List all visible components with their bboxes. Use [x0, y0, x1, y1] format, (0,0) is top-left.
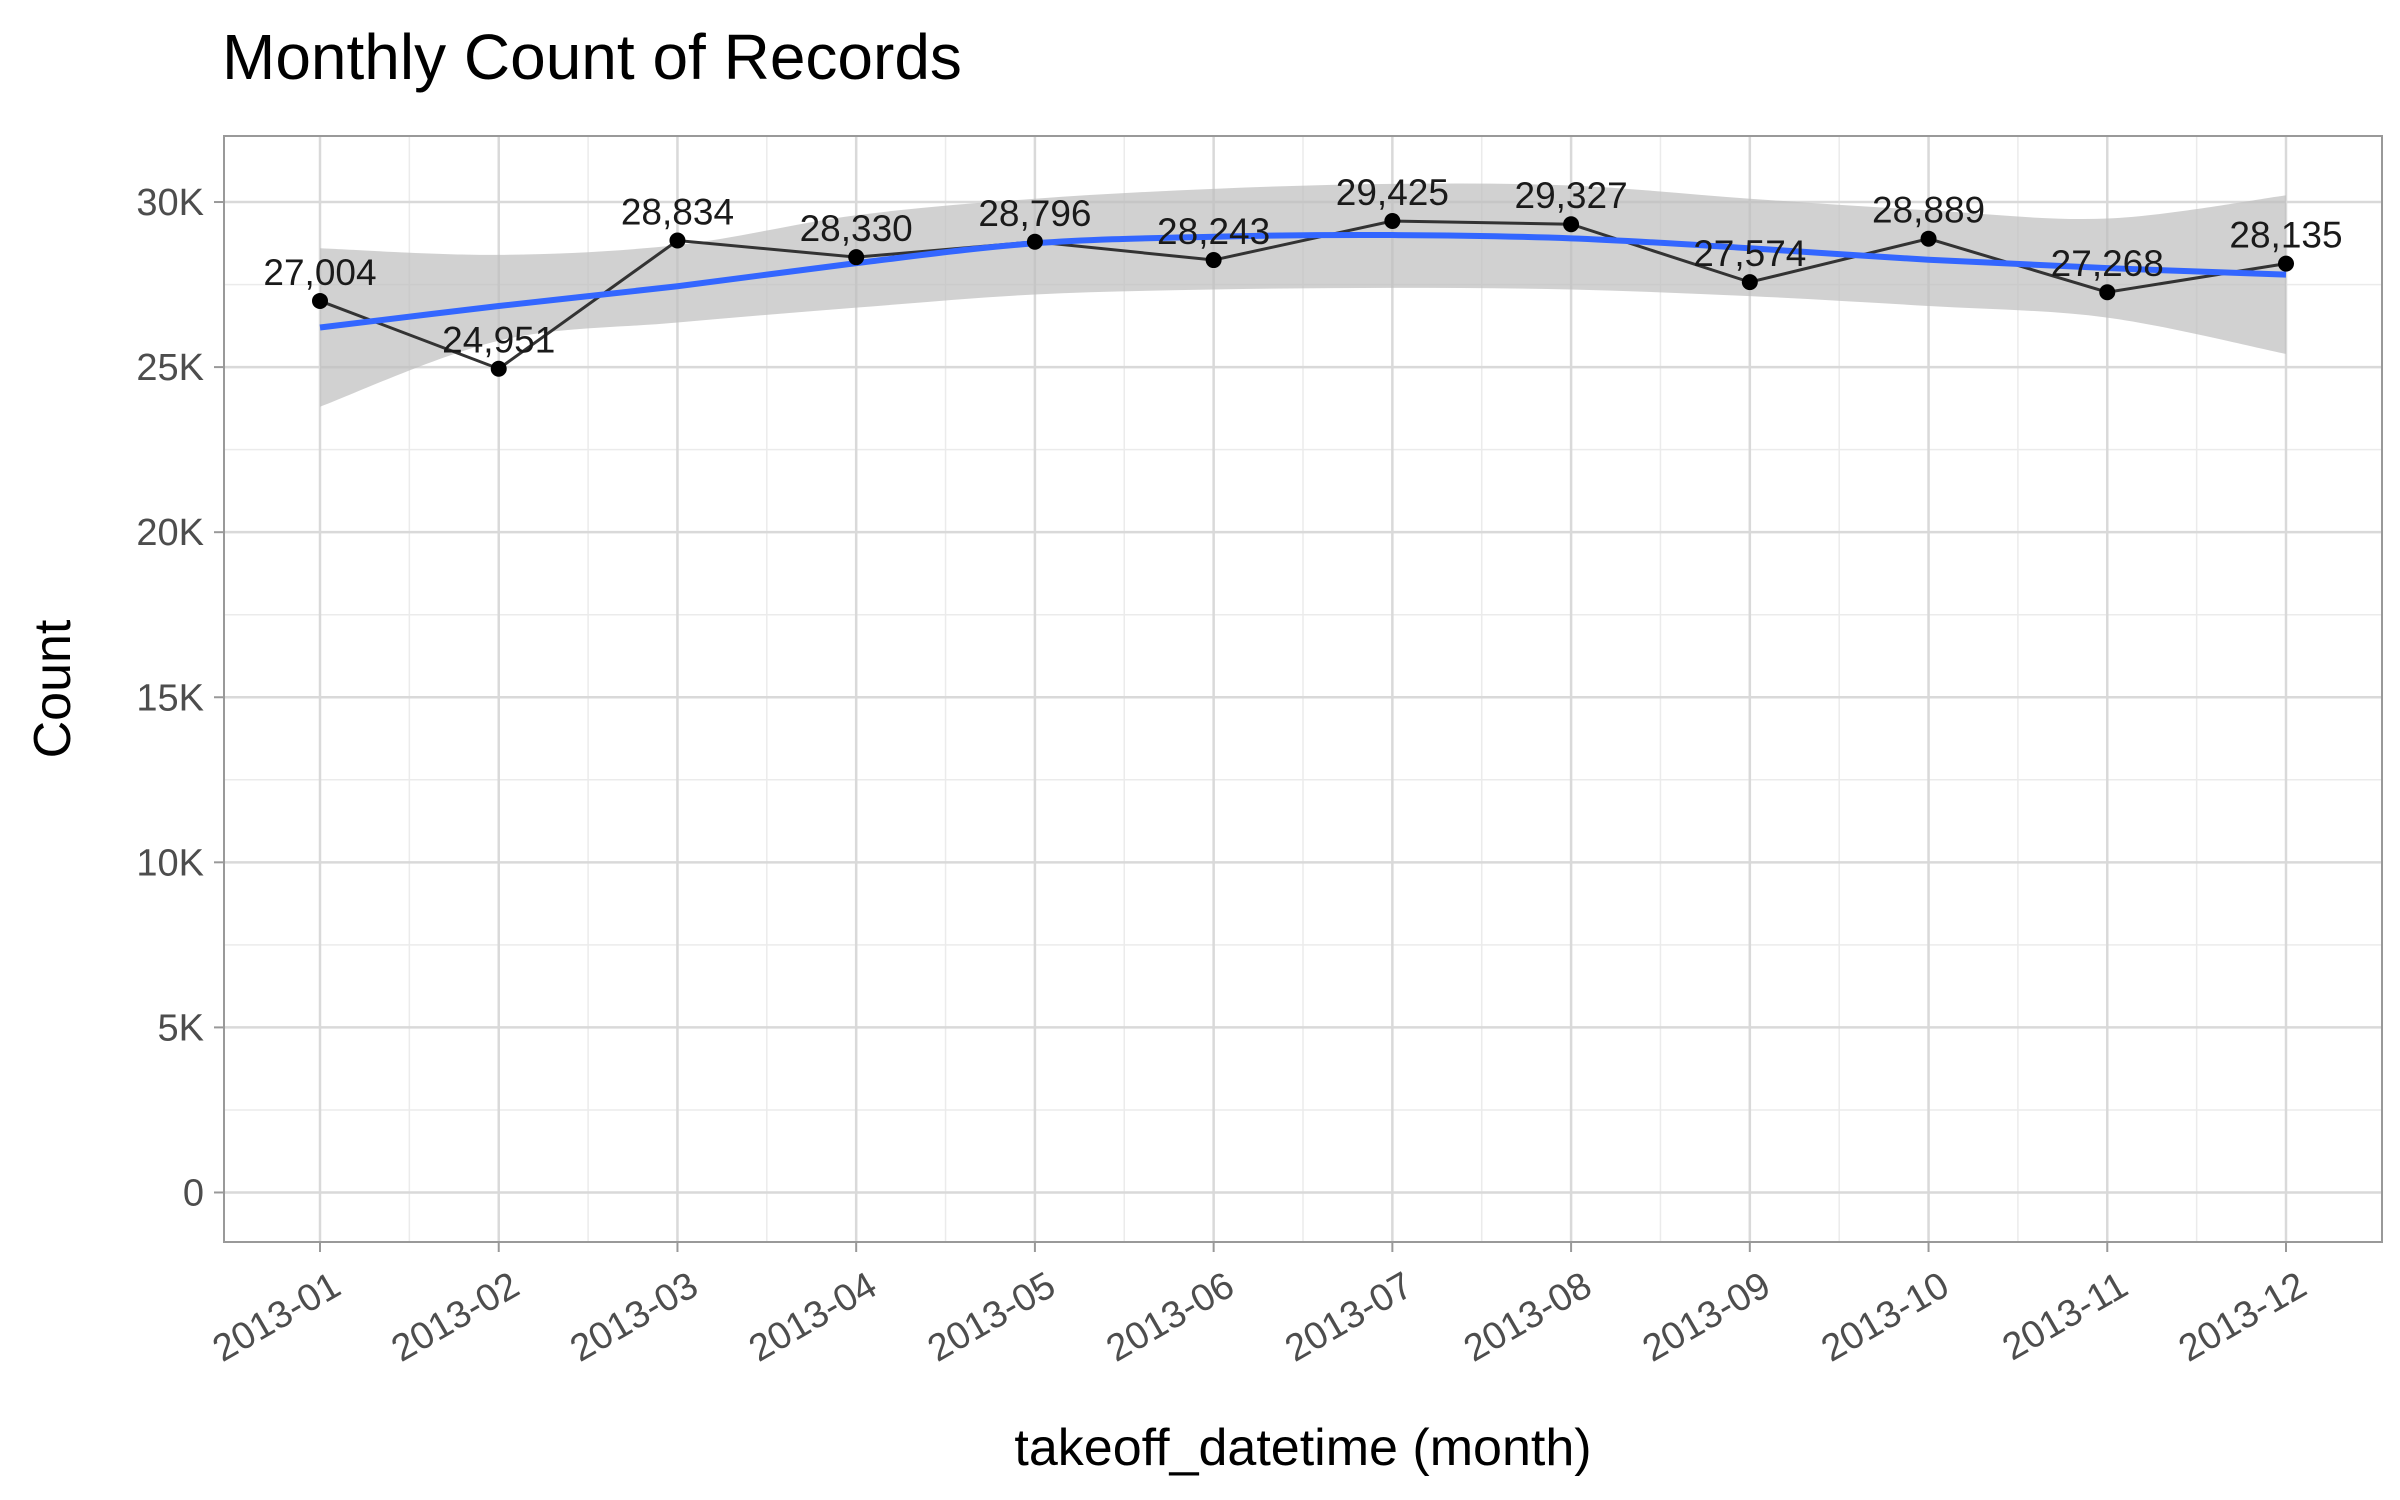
data-point [1205, 252, 1222, 269]
data-point [312, 292, 328, 309]
x-axis: 2013-01 2013-02 2013-03 2013-04 2013-05 2013-… [206, 1242, 2314, 1370]
trend-line [319, 231, 2287, 331]
x-tick-label: 2013-02 [385, 1264, 527, 1370]
y-tick-label: 10K [136, 842, 204, 884]
data-point [1741, 274, 1758, 291]
y-tick-label: 15K [136, 677, 204, 719]
trend-line-layer [319, 231, 2287, 331]
data-point [1563, 216, 1580, 233]
x-tick-label: 2013-11 [1996, 1264, 2135, 1369]
y-axis-title: Count [24, 619, 82, 758]
x-tick-label: 2013-06 [1100, 1264, 1242, 1370]
x-tick-label: 2013-03 [563, 1264, 705, 1370]
data-labels: 27,004 24,951 28,834 28,330 28,796 28,243 29,4… [263, 172, 2342, 361]
data-point [2099, 284, 2116, 301]
data-label: 27,268 [2051, 243, 2164, 284]
data-point [1920, 230, 1937, 247]
x-axis-title: takeoff_datetime (month) [1014, 1419, 1591, 1477]
x-tick-label: 2013-07 [1278, 1264, 1420, 1370]
x-tick-label: 2013-09 [1636, 1264, 1778, 1370]
data-label: 27,004 [263, 252, 376, 293]
x-tick-label: 2013-10 [1814, 1264, 1956, 1370]
series-line [319, 219, 2287, 371]
y-tick-label: 25K [136, 347, 204, 389]
data-label: 28,834 [621, 192, 734, 233]
data-point [848, 249, 865, 266]
y-tick-label: 5K [158, 1007, 204, 1049]
data-label: 29,425 [1336, 172, 1449, 213]
data-label: 29,327 [1515, 175, 1628, 216]
data-point [1026, 233, 1043, 250]
panel-border [223, 135, 2383, 1243]
data-label: 28,135 [2229, 215, 2342, 256]
data-label: 27,574 [1693, 233, 1806, 274]
x-tick-label: 2013-12 [2172, 1264, 2314, 1370]
data-point [1384, 213, 1401, 230]
data-point [669, 232, 686, 249]
data-label: 28,889 [1872, 190, 1985, 231]
series-line-layer [319, 219, 2287, 371]
y-tick-label: 30K [136, 182, 204, 224]
x-tick-label: 2013-01 [206, 1264, 348, 1370]
data-label: 28,243 [1157, 211, 1270, 252]
data-point [490, 360, 507, 377]
x-tick-label: 2013-08 [1457, 1264, 1599, 1370]
y-tick-label: 20K [136, 512, 204, 554]
y-axis: 0 5K 10K 15K 20K 25K 30K [136, 182, 224, 1214]
chart-title: Monthly Count of Records [222, 21, 962, 93]
data-label: 28,330 [800, 208, 913, 249]
confidence-band [320, 183, 2286, 407]
data-label: 28,796 [978, 193, 1091, 234]
x-tick-label: 2013-05 [921, 1264, 1063, 1370]
y-tick-label: 0 [183, 1172, 204, 1214]
data-label: 24,951 [442, 320, 555, 361]
confidence-band-layer [320, 183, 2286, 407]
x-tick-label: 2013-04 [742, 1264, 884, 1370]
data-points [312, 213, 2294, 377]
data-point [2278, 255, 2294, 272]
